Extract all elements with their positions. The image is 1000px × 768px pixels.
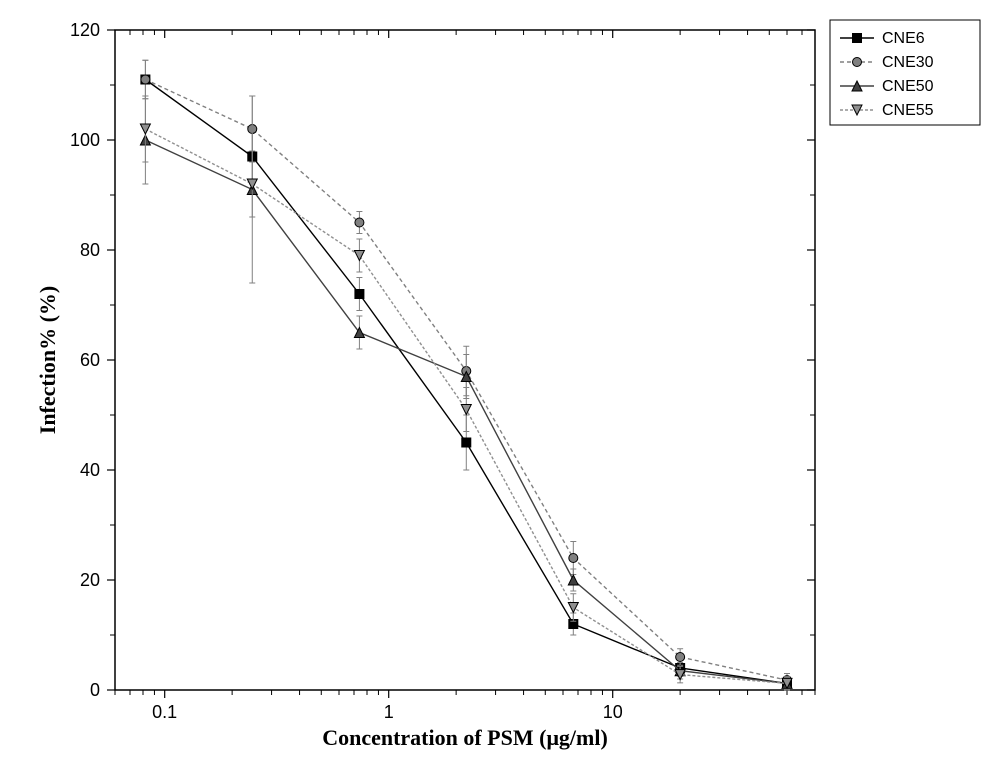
chart-container: 0.1 1 10 Concentration of PSM (μg/ml) 0 20 40 6… [0,0,1000,768]
x-tick-label: 10 [603,702,623,722]
y-tick-label: 20 [80,570,100,590]
legend-label: CNE30 [882,54,934,71]
y-tick-label: 120 [70,20,100,40]
y-tick-label: 40 [80,460,100,480]
y-tick-label: 0 [90,680,100,700]
legend-label: CNE50 [882,78,934,95]
legend: CNE6 CNE30 CNE50 CNE55 [830,20,980,125]
legend-label: CNE6 [882,30,925,47]
y-axis-label: Infection% (%) [35,286,60,434]
y-tick-label: 60 [80,350,100,370]
legend-label: CNE55 [882,102,934,119]
y-tick-label: 100 [70,130,100,150]
x-axis-label: Concentration of PSM (μg/ml) [322,725,608,750]
x-tick-label: 1 [384,702,394,722]
x-tick-label: 0.1 [152,702,177,722]
y-tick-label: 80 [80,240,100,260]
dose-response-chart: 0.1 1 10 Concentration of PSM (μg/ml) 0 20 40 6… [0,0,1000,768]
